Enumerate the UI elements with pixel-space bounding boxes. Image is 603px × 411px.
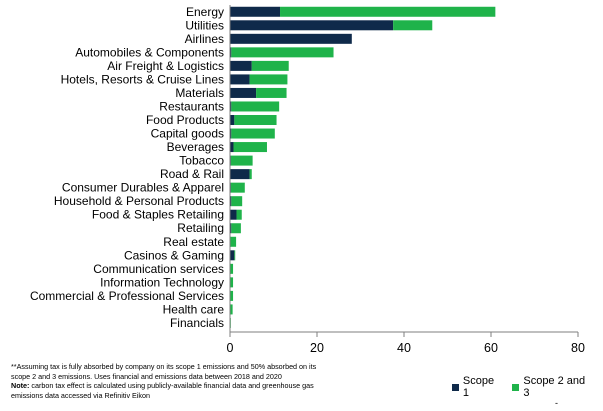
category-label-air-freight-logistics: Air Freight & Logistics — [107, 59, 224, 73]
category-label-utilities: Utilities — [185, 18, 224, 32]
category-label-casinos-gaming: Casinos & Gaming — [124, 248, 224, 262]
category-label-beverages: Beverages — [167, 140, 224, 154]
category-label-information-technology: Information Technology — [100, 275, 224, 289]
bar-energy-scope-1 — [230, 6, 281, 17]
bar-food-staples-retailing-scope-2-and-3 — [236, 209, 242, 220]
bar-restaurants-scope-2-and-3 — [231, 101, 280, 112]
bar-restaurants-scope-1 — [230, 101, 232, 112]
bar-materials-scope-2-and-3 — [256, 87, 287, 98]
footnote: **Assuming tax is fully absorbed by comp… — [11, 362, 411, 400]
bar-automobiles-components-scope-2-and-3 — [231, 47, 334, 58]
category-label-road-rail: Road & Rail — [160, 167, 224, 181]
trailing-mark: - — [555, 398, 558, 408]
bar-real-estate-scope-2-and-3 — [230, 236, 237, 247]
bar-air-freight-logistics-scope-2-and-3 — [251, 60, 289, 71]
note-label: Note: — [11, 381, 30, 391]
category-label-restaurants: Restaurants — [159, 99, 224, 113]
category-label-energy: Energy — [186, 5, 224, 19]
bar-commercial-professional-services-scope-2-and-3 — [230, 290, 234, 301]
footnote-line-4: emissions data accessed via Refinitiv Ei… — [11, 390, 151, 400]
x-tick-label-60: 60 — [484, 341, 498, 355]
bar-household-personal-products-scope-1 — [230, 196, 232, 207]
bar-road-rail-scope-1 — [230, 169, 250, 180]
category-label-tobacco: Tobacco — [179, 154, 224, 168]
bar-food-products-scope-1 — [230, 115, 235, 126]
bar-utilities-scope-2-and-3 — [393, 20, 433, 31]
bar-utilities-scope-1 — [230, 20, 394, 31]
bar-food-products-scope-2-and-3 — [234, 115, 277, 126]
bar-materials-scope-1 — [230, 87, 257, 98]
bar-communication-services-scope-2-and-3 — [230, 263, 234, 274]
category-label-communication-services: Communication services — [93, 262, 224, 276]
bar-air-freight-logistics-scope-1 — [230, 60, 252, 71]
bars-group — [230, 6, 496, 328]
category-label-commercial-professional-services: Commercial & Professional Services — [30, 289, 224, 303]
bar-retailing-scope-1 — [230, 223, 232, 234]
bar-food-staples-retailing-scope-1 — [230, 209, 237, 220]
category-label-consumer-durables-apparel: Consumer Durables & Apparel — [62, 181, 224, 195]
category-label-household-personal-products: Household & Personal Products — [54, 194, 224, 208]
footnote-line-1: **Assuming tax is fully absorbed by comp… — [11, 362, 317, 371]
bar-health-care-scope-2-and-3 — [230, 304, 233, 315]
legend-label-scope23: Scope 2 and 3 — [523, 375, 586, 399]
bar-capital-goods-scope-2-and-3 — [231, 128, 275, 139]
bar-airlines-scope-1 — [230, 33, 352, 44]
category-label-hotels-resorts-cruise-lines: Hotels, Resorts & Cruise Lines — [61, 72, 224, 86]
bar-hotels-resorts-cruise-lines-scope-2-and-3 — [249, 74, 288, 85]
x-tick-label-80: 80 — [571, 341, 585, 355]
bar-hotels-resorts-cruise-lines-scope-1 — [230, 74, 250, 85]
footnote-line-3: Note: carbon tax effect is calculated us… — [11, 381, 411, 391]
bar-beverages-scope-1 — [230, 142, 234, 153]
legend-swatch-scope1 — [452, 383, 459, 391]
bar-consumer-durables-apparel-scope-2-and-3 — [230, 182, 245, 193]
bar-casinos-gaming-scope-1 — [230, 250, 235, 261]
category-label-financials: Financials — [170, 316, 224, 330]
category-label-food-products: Food Products — [146, 113, 224, 127]
legend-label-scope1: Scope 1 — [462, 375, 495, 399]
bar-retailing-scope-2-and-3 — [231, 223, 241, 234]
x-axis: 0 20 40 60 80 — [227, 5, 585, 355]
bar-capital-goods-scope-1 — [230, 128, 232, 139]
legend-item-scope23: Scope 2 and 3 — [512, 375, 593, 399]
bar-casinos-gaming-scope-2-and-3 — [234, 250, 236, 261]
note-text: carbon tax effect is calculated using pu… — [29, 381, 314, 391]
bar-household-personal-products-scope-2-and-3 — [231, 196, 243, 207]
category-label-automobiles-components: Automobiles & Components — [75, 45, 224, 59]
x-tick-label-40: 40 — [397, 341, 411, 355]
bar-tobacco-scope-2-and-3 — [230, 155, 253, 166]
category-label-airlines: Airlines — [185, 32, 224, 46]
bar-road-rail-scope-2-and-3 — [249, 169, 252, 180]
bar-beverages-scope-2-and-3 — [233, 142, 267, 153]
category-label-retailing: Retailing — [177, 221, 224, 235]
legend: Scope 1 Scope 2 and 3 — [452, 375, 603, 399]
bar-automobiles-components-scope-1 — [230, 47, 232, 58]
bar-energy-scope-2-and-3 — [280, 6, 496, 17]
x-tick-label-20: 20 — [310, 341, 324, 355]
legend-swatch-scope23 — [512, 383, 520, 391]
bar-information-technology-scope-2-and-3 — [230, 277, 234, 288]
category-label-health-care: Health care — [163, 302, 225, 316]
category-label-capital-goods: Capital goods — [151, 127, 224, 141]
category-label-food-staples-retailing: Food & Staples Retailing — [92, 208, 224, 222]
footnote-line-2: scope 2 and 3 emissions. Uses financial … — [11, 371, 282, 381]
category-label-real-estate: Real estate — [163, 235, 224, 249]
x-tick-label-0: 0 — [227, 341, 234, 355]
legend-item-scope1: Scope 1 — [452, 375, 502, 399]
category-label-materials: Materials — [175, 86, 224, 100]
